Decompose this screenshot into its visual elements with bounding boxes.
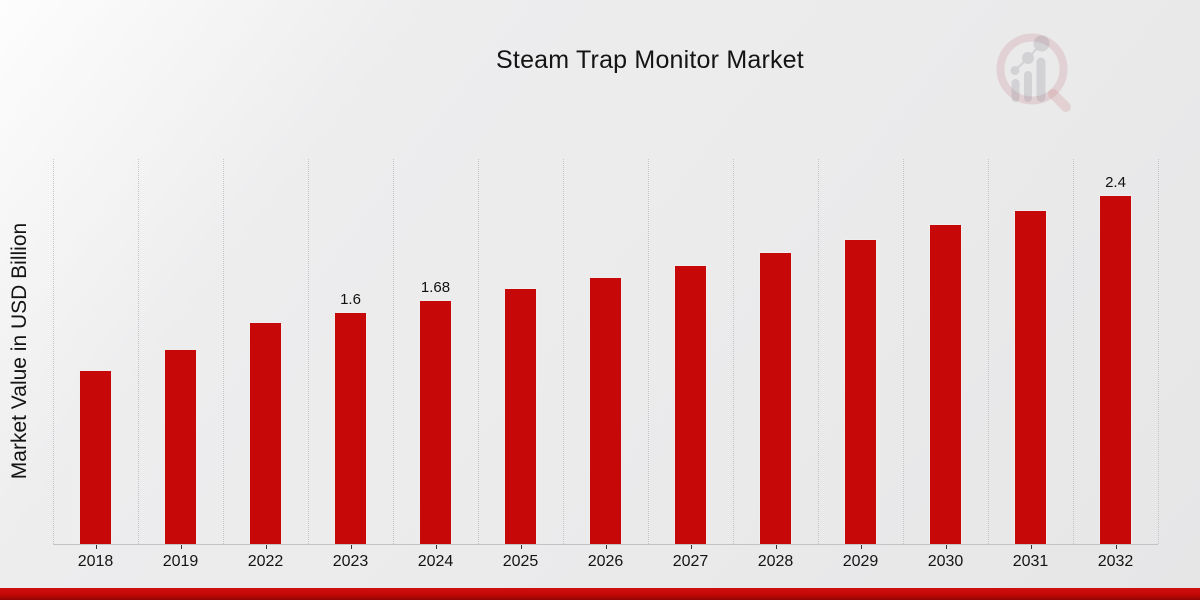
x-tick	[180, 545, 182, 549]
vertical-gridline	[138, 159, 139, 544]
x-tick-label-2026: 2026	[587, 553, 624, 570]
vertical-gridline	[308, 159, 309, 544]
bar-2027	[674, 265, 707, 544]
x-tick	[95, 545, 97, 549]
bar-2023	[334, 312, 367, 544]
y-axis-label: Market Value in USD Billion	[8, 222, 31, 480]
x-tick-label-2028: 2028	[757, 553, 794, 570]
vertical-gridline	[478, 159, 479, 544]
plot-area: 1.6 1.68 2.4 2018 2019 2022 2023 2024 2025 2026 2…	[53, 159, 1159, 570]
x-tick-label-2019: 2019	[162, 553, 199, 570]
footer-stripe	[0, 588, 1200, 600]
vertical-gridline	[223, 159, 224, 544]
x-tick-label-2024: 2024	[417, 553, 454, 570]
x-tick-label-2022: 2022	[247, 553, 284, 570]
x-tick-label-2030: 2030	[927, 553, 964, 570]
vertical-gridline	[393, 159, 394, 544]
bar-2026	[589, 277, 622, 544]
vertical-gridline	[1158, 159, 1159, 544]
vertical-gridline	[733, 159, 734, 544]
x-tick-label-2032: 2032	[1097, 553, 1134, 570]
bar-2030	[929, 224, 962, 544]
bar-value-label-2024: 1.68	[420, 279, 451, 296]
x-tick	[860, 545, 862, 549]
vertical-gridline	[563, 159, 564, 544]
bar-2029	[844, 239, 877, 544]
vertical-gridline	[988, 159, 989, 544]
vertical-gridline	[53, 159, 54, 544]
vertical-gridline	[1073, 159, 1074, 544]
x-tick-label-2029: 2029	[842, 553, 879, 570]
bar-value-label-2032: 2.4	[1105, 174, 1126, 191]
x-tick	[350, 545, 352, 549]
vertical-gridline	[648, 159, 649, 544]
x-tick	[690, 545, 692, 549]
bar-2018	[79, 370, 112, 544]
x-tick	[775, 545, 777, 549]
vertical-gridline	[818, 159, 819, 544]
chart-title: Steam Trap Monitor Market	[496, 46, 804, 74]
vertical-gridline	[903, 159, 904, 544]
x-tick-label-2023: 2023	[332, 553, 369, 570]
magnifier-handle-icon	[1048, 89, 1071, 112]
x-tick-label-2031: 2031	[1012, 553, 1049, 570]
bar-2019	[164, 349, 197, 544]
x-tick	[1115, 545, 1117, 549]
x-tick-label-2027: 2027	[672, 553, 709, 570]
bar-2031	[1014, 210, 1047, 544]
bar-2022	[249, 322, 282, 544]
magnifier-ring-icon	[996, 33, 1068, 105]
x-tick	[945, 545, 947, 549]
x-tick	[435, 545, 437, 549]
bar-2032	[1099, 195, 1132, 544]
magnifier-growth-chart-icon	[996, 33, 1071, 112]
x-tick	[1030, 545, 1032, 549]
x-tick-label-2018: 2018	[77, 553, 114, 570]
x-tick	[265, 545, 267, 549]
bar-value-label-2023: 1.6	[340, 291, 361, 308]
bar-2025	[504, 288, 537, 544]
x-axis-line	[53, 544, 1158, 545]
x-tick-label-2025: 2025	[502, 553, 539, 570]
bar-2028	[759, 252, 792, 544]
x-tick	[520, 545, 522, 549]
x-tick	[605, 545, 607, 549]
growth-bars-icon	[1010, 35, 1050, 102]
bar-2024	[419, 300, 452, 544]
